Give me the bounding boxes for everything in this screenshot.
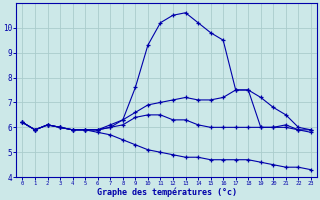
X-axis label: Graphe des températures (°c): Graphe des températures (°c) — [97, 188, 237, 197]
